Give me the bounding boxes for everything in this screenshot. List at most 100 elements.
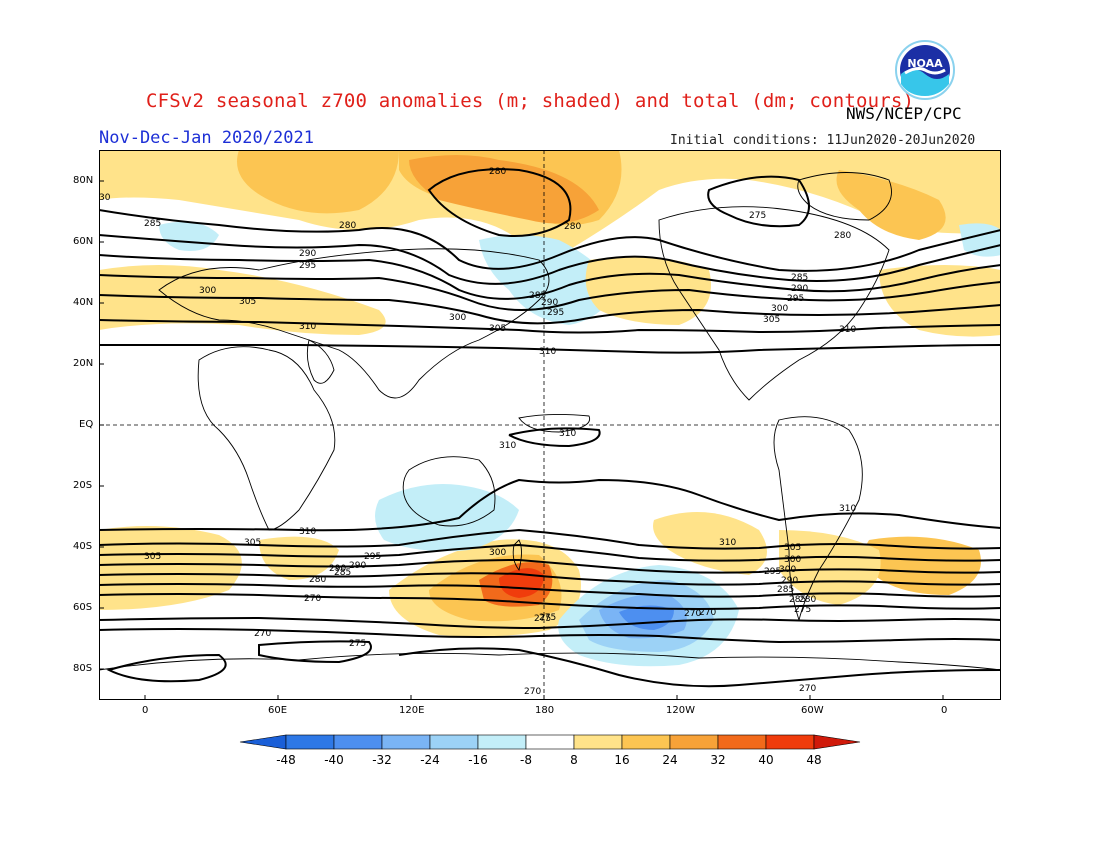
contour-label: 305 <box>489 324 506 334</box>
contour-nh-5 <box>99 294 1001 325</box>
colorbar-label: -48 <box>276 753 296 767</box>
australia-outline <box>402 456 496 527</box>
contour-label: 310 <box>539 347 556 357</box>
agency-label: NWS/NCEP/CPC <box>846 104 962 123</box>
africa-outline <box>197 346 336 531</box>
lon-label: 0 <box>142 705 149 716</box>
lat-label: 60N <box>73 236 94 247</box>
chart-title: CFSv2 seasonal z700 anomalies (m; shaded… <box>146 90 915 112</box>
contour-label: 290 <box>329 564 346 574</box>
lat-label: 20S <box>73 480 93 491</box>
contour-label: 290 <box>781 576 798 586</box>
contour-label: 285 <box>791 273 808 283</box>
contour-nh-1 <box>99 209 1001 272</box>
contour-label: 285 <box>529 291 546 301</box>
contour-label: 295 <box>299 261 316 271</box>
contours <box>99 168 1001 688</box>
contour-label: 275 <box>794 605 811 615</box>
colorbar-box <box>285 734 335 750</box>
contour-label: 305 <box>244 538 261 548</box>
colorbar-label: -8 <box>520 753 532 767</box>
colorbar-box <box>573 734 623 750</box>
coastlines <box>99 172 1001 671</box>
colorbar-box <box>765 734 815 750</box>
lon-label: 0 <box>941 705 948 716</box>
contour-label: 310 <box>719 538 736 548</box>
noaa-logo: NOAA <box>895 40 955 100</box>
colorbar-label: 8 <box>570 753 578 767</box>
contour-label: 295 <box>364 552 381 562</box>
graticule <box>99 150 1001 700</box>
contour-label: 300 <box>199 286 216 296</box>
lon-ticks <box>144 695 944 700</box>
positive-anomaly-s-indian <box>259 536 339 580</box>
greenland-outline <box>797 172 892 221</box>
contour-label: 305 <box>144 552 161 562</box>
positive-anomaly-s-atlantic-west <box>779 530 881 605</box>
contour-label: 310 <box>839 504 856 514</box>
contour-label: 270 <box>304 594 321 604</box>
contour-label: 270 <box>699 608 716 618</box>
contour-label: 280 <box>309 575 326 585</box>
colorbar-label: -24 <box>420 753 440 767</box>
positive-anomaly-east-siberia <box>409 155 599 224</box>
contour-label: 310 <box>839 325 856 335</box>
colorbar-label: -40 <box>324 753 344 767</box>
contour-label: 285 <box>144 219 161 229</box>
colorbar: -48 -40 -32 -24 -16 -8 8 16 24 32 40 48 <box>239 734 861 767</box>
contour-label: 275 <box>534 614 551 624</box>
anomaly-map: 280 285 280 280 275 280 290 295 300 305 … <box>99 150 1001 700</box>
contour-label: 300 <box>489 548 506 558</box>
contour-label: 305 <box>763 315 780 325</box>
colorbar-label: 16 <box>614 753 629 767</box>
contour-sh-300 <box>99 543 1001 562</box>
new-zealand-outline <box>512 539 522 571</box>
contour-eq-310 <box>508 427 601 448</box>
contour-labels: 280 285 280 280 275 280 290 295 300 305 … <box>99 167 856 697</box>
contour-label: 270 <box>799 684 816 694</box>
north-america-outline <box>658 206 890 401</box>
contour-sh-inner-275 <box>258 640 372 664</box>
positive-anomaly-canada <box>836 170 946 240</box>
contour-sh-outer-270 <box>398 647 1001 688</box>
colorbar-box <box>621 734 671 750</box>
lon-label: 180 <box>535 705 555 716</box>
contour-label: 295 <box>764 567 781 577</box>
contour-label: 310 <box>499 441 516 451</box>
contour-sh-310 <box>99 478 1001 532</box>
lon-label: 120W <box>666 705 695 716</box>
contour-label: 280 <box>564 222 581 232</box>
contour-label: 270 <box>524 687 541 697</box>
colorbar-box <box>429 734 479 750</box>
colorbar-box <box>477 734 527 750</box>
contour-sh-inner-270 <box>106 653 227 683</box>
contour-label: 300 <box>449 313 466 323</box>
lat-ticks <box>99 180 104 670</box>
contour-label: 270 <box>684 609 701 619</box>
contour-label: 305 <box>239 297 256 307</box>
contour-label: 275 <box>349 639 366 649</box>
contour-sh-280 <box>99 593 1001 610</box>
colorbar-box <box>717 734 767 750</box>
logo-text: NOAA <box>907 57 943 70</box>
contour-sh-290 <box>99 572 1001 586</box>
colorbar-arrow-right <box>813 734 861 750</box>
contour-label: 300 <box>784 555 801 565</box>
contour-label: 295 <box>547 308 564 318</box>
lat-label: 60S <box>73 602 93 613</box>
contour-label: 300 <box>771 304 788 314</box>
forecast-period: Nov-Dec-Jan 2020/2021 <box>99 128 314 148</box>
colorbar-arrow-left <box>239 734 287 750</box>
contour-sh-275 <box>99 628 1001 644</box>
lon-label: 60W <box>801 705 824 716</box>
contour-label: 280 <box>339 221 356 231</box>
colorbar-label: -32 <box>372 753 392 767</box>
contour-label: 290 <box>541 298 558 308</box>
contour-label: 310 <box>299 527 316 537</box>
colorbar-label: 40 <box>758 753 773 767</box>
colorbar-box <box>525 734 575 750</box>
lon-label: 60E <box>268 705 288 716</box>
contour-label: 300 <box>779 565 796 575</box>
colorbar-label: 32 <box>710 753 725 767</box>
contour-label: 270 <box>254 629 271 639</box>
